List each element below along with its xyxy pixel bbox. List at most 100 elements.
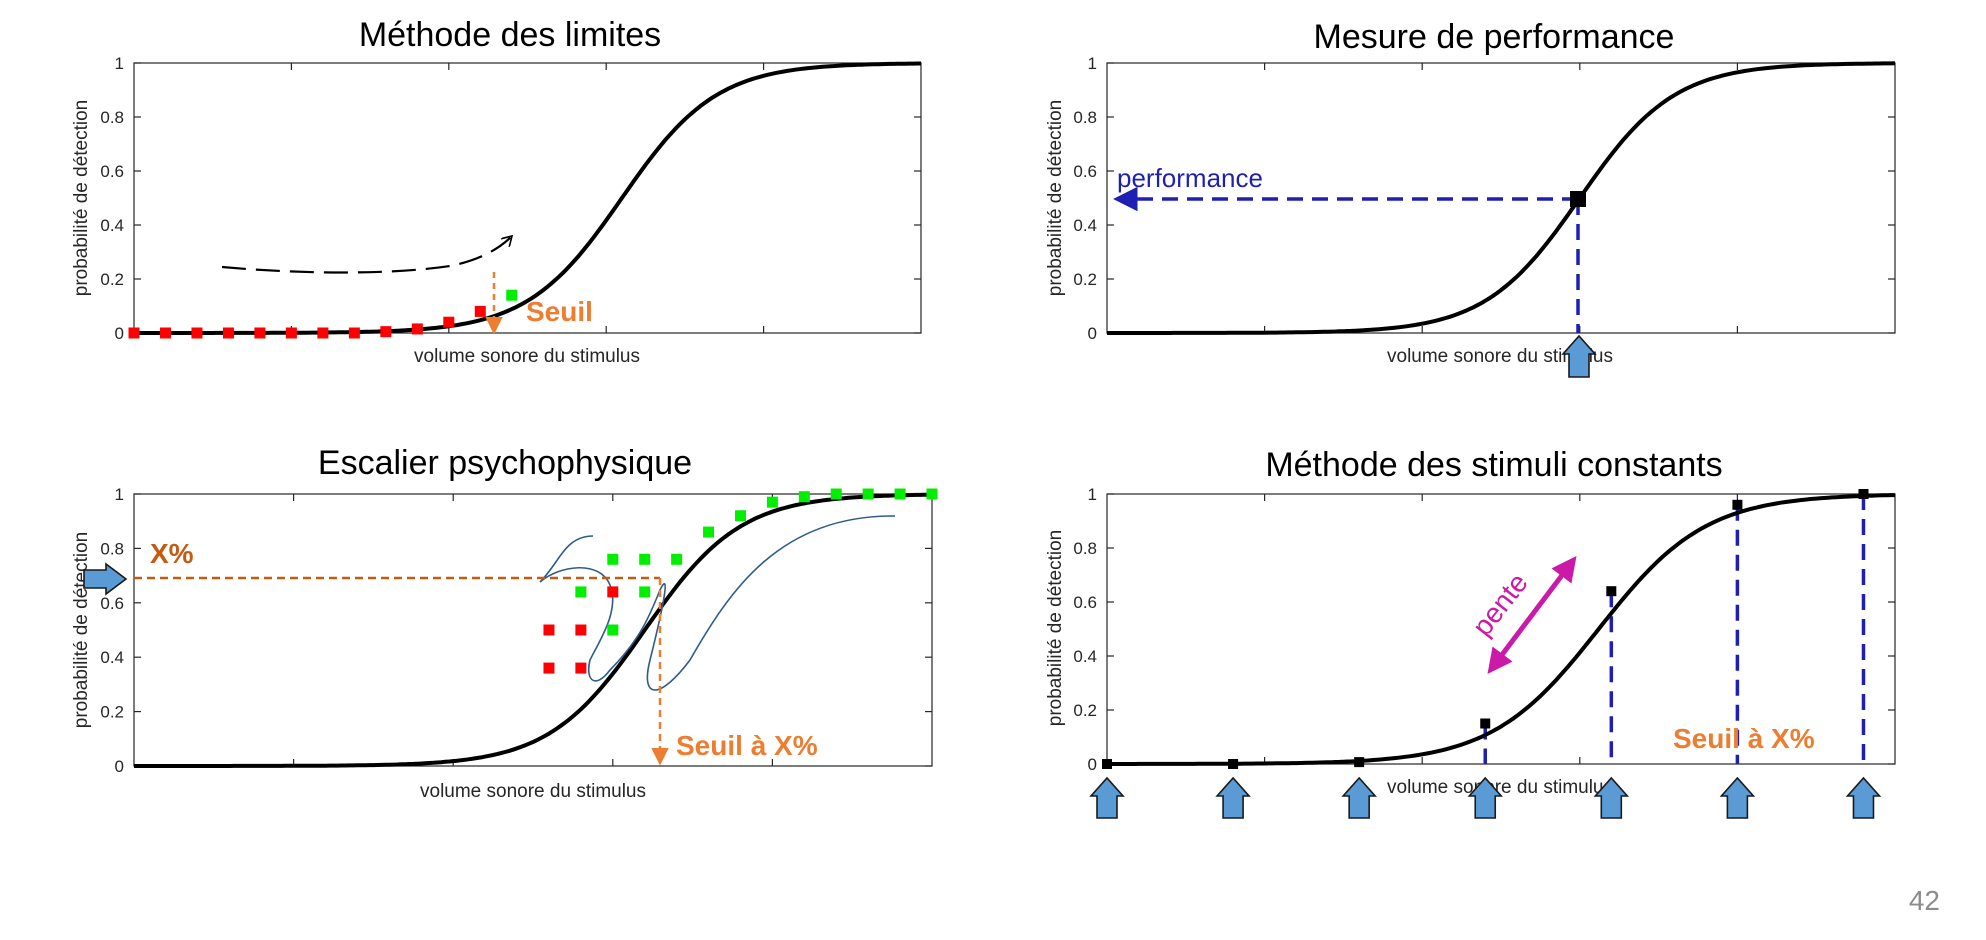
threshold-label: Seuil [526, 296, 593, 327]
green-marker [639, 553, 651, 565]
y-tick-label: 0.4 [100, 216, 124, 235]
y-tick-label: 0.6 [1073, 162, 1097, 181]
red-marker [254, 327, 266, 339]
staircase-trajectory [539, 515, 896, 691]
y-tick-label: 0.4 [1073, 216, 1097, 235]
red-marker [443, 316, 455, 328]
green-marker [734, 510, 746, 522]
green-marker [798, 491, 810, 503]
x-axis-label: volume sonore du stimulus [1387, 346, 1613, 367]
green-marker [703, 526, 715, 538]
psychometric-curve [1107, 493, 1895, 766]
green-marker [639, 586, 651, 598]
red-marker [128, 327, 140, 339]
stimulus-arrow-icon [1561, 334, 1597, 378]
data-markers [128, 289, 518, 339]
threshold-label: Seuil à X% [676, 730, 818, 761]
x-axis-label: volume sonore du stimulus [1387, 777, 1613, 798]
y-tick-label: 0.8 [100, 108, 124, 127]
stimulus-arrow-icon [1467, 776, 1504, 819]
y-tick-label: 1 [115, 54, 124, 73]
green-marker [862, 488, 874, 500]
stimulus-arrow-icon [1089, 776, 1125, 819]
y-tick-label: 0.2 [1073, 701, 1097, 720]
green-marker [607, 624, 619, 636]
red-marker [380, 326, 392, 338]
axis-ticks: 0 0.2 0.4 0.6 0.8 1 [1073, 54, 1895, 343]
chart-title: Mesure de performance [1314, 18, 1675, 56]
y-tick-label: 0.2 [100, 270, 124, 289]
red-marker [543, 662, 555, 674]
red-marker [159, 327, 171, 339]
performance-label: performance [1117, 163, 1263, 193]
red-marker [285, 327, 297, 339]
y-axis-label: probabilité de détection [71, 100, 92, 296]
target-arrow-icon [83, 562, 128, 596]
green-marker [894, 488, 906, 500]
stimulus-arrow-icon [1215, 776, 1251, 819]
red-marker [543, 624, 555, 636]
ascending-direction-arrow [221, 236, 512, 274]
red-marker [575, 662, 587, 674]
data-marker [1354, 757, 1365, 768]
page-number: 42 [1909, 885, 1940, 916]
y-tick-label: 0.6 [100, 162, 124, 181]
red-marker [607, 586, 619, 598]
green-marker [926, 488, 938, 500]
y-tick-label: 0 [1088, 324, 1097, 343]
green-marker [671, 553, 683, 565]
stimulus-arrow-icon [1593, 776, 1630, 819]
slope-double-arrow [1487, 556, 1577, 674]
stimulus-arrow-icon [1341, 776, 1377, 819]
chart-performance: Mesure de performance 0 0.2 0.4 0.6 0.8 1 vol… [1045, 18, 1896, 378]
y-tick-label: 0 [115, 757, 124, 776]
red-marker [222, 327, 234, 339]
data-marker [1228, 759, 1239, 769]
chart-title: Méthode des limites [359, 16, 661, 54]
y-tick-label: 0 [115, 324, 124, 343]
stimulus-arrows [1089, 776, 1882, 819]
y-tick-label: 1 [1088, 485, 1097, 504]
green-marker [830, 488, 842, 500]
data-marker [1606, 586, 1617, 597]
y-tick-label: 1 [1088, 54, 1097, 73]
red-marker [191, 327, 203, 339]
y-tick-label: 0.6 [100, 594, 124, 613]
performance-marker [1570, 191, 1586, 207]
y-tick-label: 0.8 [1073, 108, 1097, 127]
chart-staircase: Escalier psychophysique 0 0.2 0.4 0.6 0.8 1 v… [71, 444, 938, 802]
stimulus-arrow-icon [1845, 776, 1882, 819]
axis-ticks: 0 0.2 0.4 0.6 0.8 1 [100, 485, 932, 776]
y-tick-label: 1 [115, 485, 124, 504]
axis-ticks: 0 0.2 0.4 0.6 0.8 1 [100, 54, 921, 343]
y-tick-label: 0.4 [1073, 647, 1097, 666]
green-marker [506, 289, 518, 301]
stimulus-level-lines [1483, 494, 1866, 764]
y-axis-label: probabilité de détection [1045, 100, 1066, 296]
data-markers [543, 488, 938, 674]
y-axis-label: probabilité de détection [1045, 530, 1066, 726]
chart-title: Méthode des stimuli constants [1265, 446, 1722, 484]
chart-constant: Méthode des stimuli constants 0 0.2 0.4 0.6… [1045, 446, 1896, 819]
y-tick-label: 0 [1088, 755, 1097, 774]
data-marker [1480, 718, 1491, 729]
psychometric-curve [134, 492, 932, 768]
y-tick-label: 0.2 [1073, 270, 1097, 289]
x-axis-label: volume sonore du stimulus [414, 346, 640, 367]
y-tick-label: 0.4 [100, 648, 124, 667]
data-markers [1102, 489, 1869, 769]
green-marker [607, 553, 619, 565]
data-marker [1732, 499, 1743, 510]
red-marker [317, 327, 329, 339]
y-axis-label: probabilité de détection [71, 532, 92, 728]
psychometric-curve [1107, 61, 1896, 335]
y-tick-label: 0.8 [1073, 539, 1097, 558]
data-marker [1102, 759, 1112, 769]
green-marker [766, 496, 778, 508]
percent-label: X% [150, 538, 194, 569]
plot-frame [133, 493, 933, 767]
data-marker [1858, 489, 1869, 499]
x-axis-label: volume sonore du stimulus [420, 781, 646, 802]
y-tick-label: 0.2 [100, 703, 124, 722]
